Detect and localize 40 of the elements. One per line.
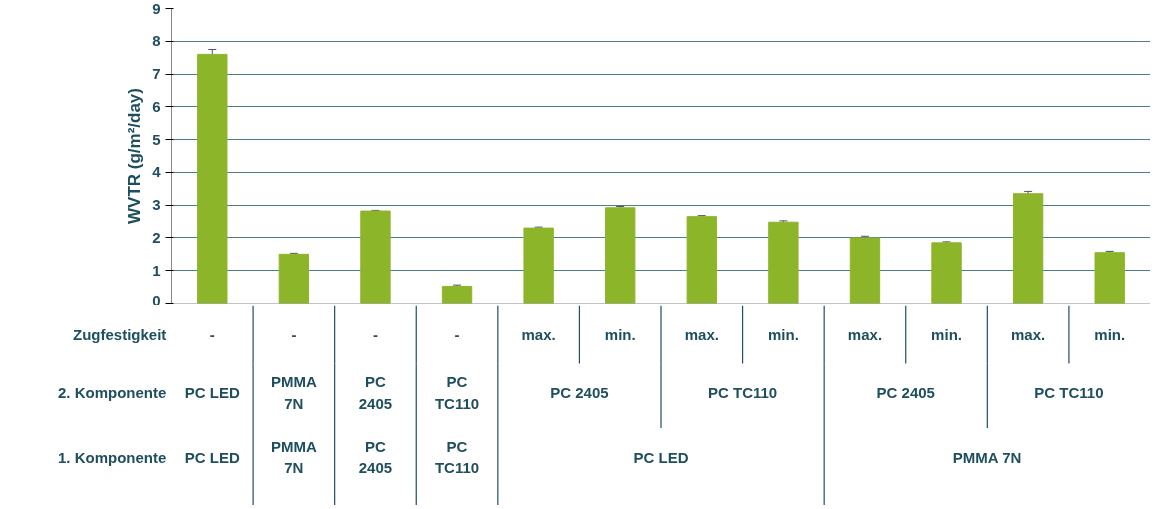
text: Zugfestigkeit: [73, 326, 167, 344]
text: PC LED: [184, 384, 240, 402]
text: PC 2405: [358, 437, 393, 477]
y-tick-label: 7: [152, 65, 161, 83]
x-tick-label: max.: [1011, 326, 1046, 344]
y-tick-label: 0: [152, 291, 161, 309]
x-tick-label: max.: [847, 326, 883, 344]
y-tick-label: 2: [152, 228, 161, 246]
y-tick-label: 3: [152, 196, 161, 214]
x-tick-label: min.: [1094, 326, 1126, 344]
y-tick-label: 1: [152, 261, 161, 279]
text: PC TC110: [434, 437, 480, 477]
x-tick-label: min.: [931, 326, 962, 344]
y-tick-label: 4: [152, 163, 162, 181]
text: 2. Komponente: [58, 384, 167, 402]
text: PMMA 7N: [270, 437, 317, 477]
text: PC LED: [633, 448, 689, 466]
x-tick-label: -: [209, 325, 215, 343]
y-tick-label: 8: [152, 32, 161, 50]
x-tick-label: -: [372, 325, 378, 343]
text: 1. Komponente: [58, 448, 167, 466]
x-tick-label: min.: [604, 326, 636, 344]
y-tick-label: 9: [152, 0, 161, 17]
x-tick-label: min.: [767, 326, 799, 344]
text: PMMA 7N: [952, 448, 1022, 466]
y-tick-label: 6: [152, 97, 161, 115]
text: PC TC110: [434, 373, 480, 412]
text: PC LED: [184, 448, 240, 466]
text: PC TC110: [1034, 384, 1104, 402]
x-tick-label: -: [291, 325, 297, 343]
y-tick-label: 5: [152, 130, 161, 148]
y-axis-title: WVTR (g/m²/day): [125, 88, 145, 224]
x-tick-label: -: [454, 325, 460, 343]
text: PC 2405: [358, 373, 393, 412]
text: PMMA 7N: [270, 373, 317, 412]
text: PC TC110: [707, 384, 778, 402]
text: PC 2405: [550, 384, 609, 402]
text: PC 2405: [876, 384, 935, 402]
x-tick-label: max.: [684, 326, 719, 344]
x-tick-label: max.: [521, 326, 556, 344]
